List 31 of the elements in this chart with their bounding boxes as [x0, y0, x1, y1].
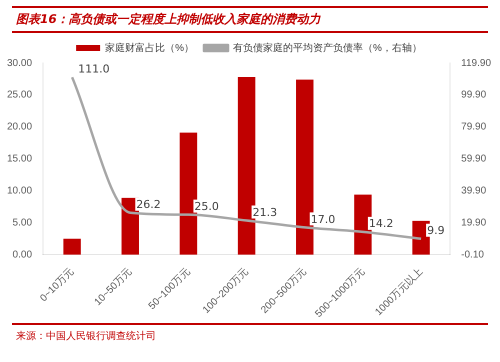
bar: [63, 238, 81, 255]
y-tick-label: 5.00: [12, 218, 32, 229]
y-tick-label: 20.00: [6, 122, 32, 133]
y-tick-label: 25.00: [6, 90, 32, 101]
y2-tick-label: -0.10: [461, 249, 484, 260]
data-label: 25.0: [194, 200, 219, 213]
bar: [354, 194, 372, 255]
data-label: 17.0: [310, 212, 336, 226]
y2-tick-label: 79.90: [461, 122, 487, 133]
data-label: 26.2: [136, 198, 161, 212]
y2-tick-label: 19.90: [461, 218, 487, 229]
data-label: 21.3: [252, 206, 278, 219]
legend-label: 有负债家庭的平均资产负债率（%，右轴）: [233, 42, 422, 54]
data-label: 9.9: [427, 224, 445, 238]
y-tick-label: 10.00: [6, 186, 32, 197]
bar: [238, 77, 256, 255]
data-label: 111.0: [78, 62, 110, 76]
y2-tick-label: 99.90: [461, 90, 487, 101]
chart-title: 图表16：高负债或一定程度上抑制低收入家庭的消费动力: [12, 6, 488, 33]
legend-label: 家庭财富占比（%）: [105, 42, 194, 54]
y2-tick-label: 39.90: [461, 186, 487, 197]
y-tick-label: 30.00: [6, 58, 32, 69]
y-tick-label: 15.00: [6, 154, 32, 165]
line-series: [70, 76, 422, 240]
data-label: 14.2: [368, 217, 394, 230]
bar: [296, 80, 314, 255]
y-tick-label: 0.00: [12, 249, 32, 260]
y2-tick-label: 59.90: [461, 154, 487, 165]
source-note: 来源：中国人民银行调查统计司: [12, 323, 488, 347]
y2-tick-label: 119.90: [461, 58, 492, 69]
bar: [122, 198, 139, 255]
